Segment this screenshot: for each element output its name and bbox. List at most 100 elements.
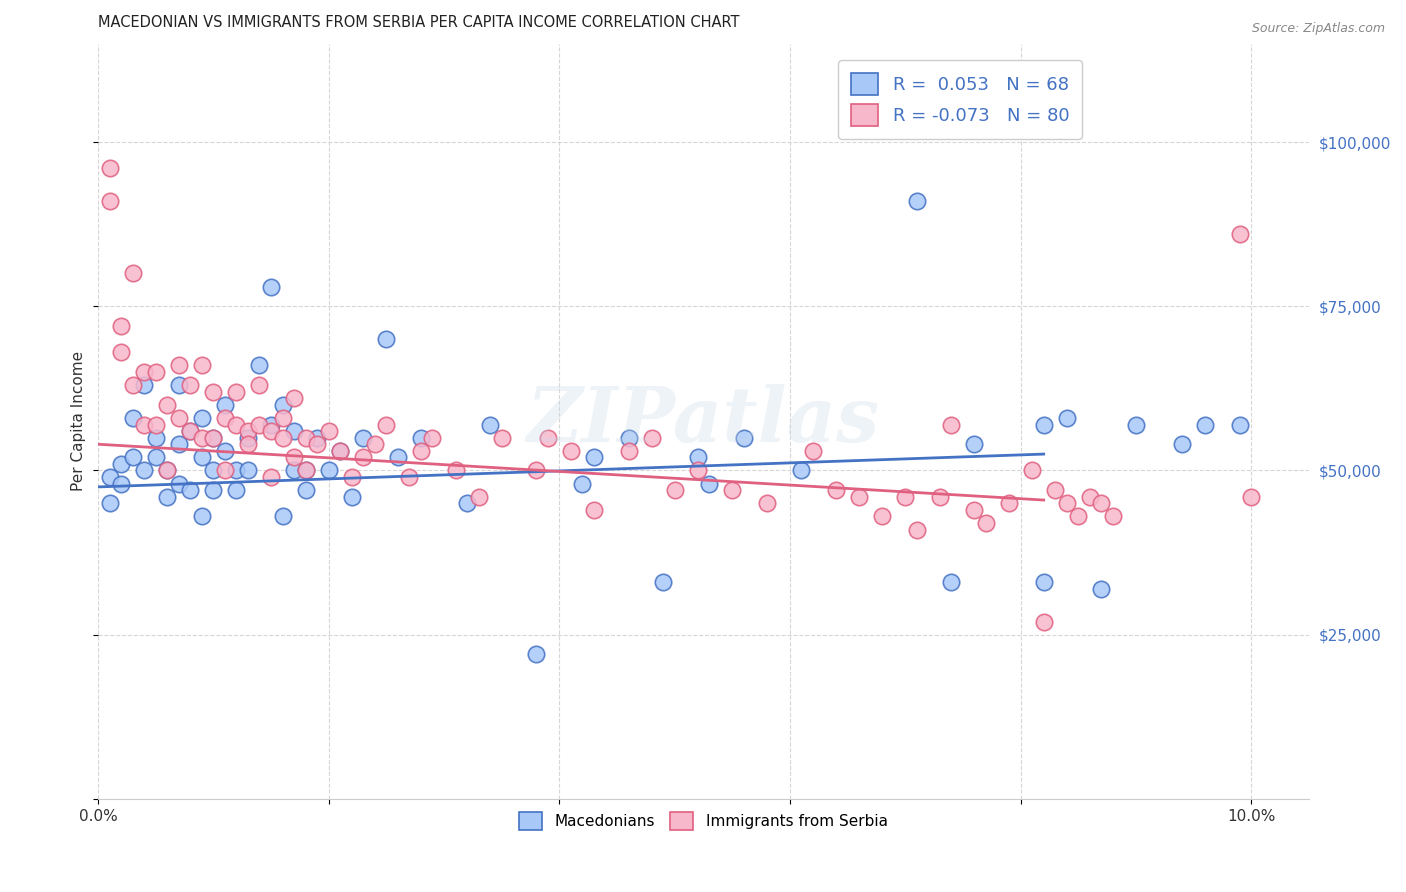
Point bbox=[236, 437, 259, 451]
Point bbox=[697, 476, 720, 491]
Point bbox=[963, 503, 986, 517]
Point bbox=[145, 417, 167, 432]
Point bbox=[249, 359, 271, 373]
Point bbox=[1229, 227, 1251, 241]
Point bbox=[260, 279, 283, 293]
Point bbox=[236, 424, 259, 438]
Point bbox=[283, 463, 305, 477]
Point bbox=[733, 431, 755, 445]
Point bbox=[283, 424, 305, 438]
Point bbox=[225, 463, 247, 477]
Point bbox=[582, 450, 605, 465]
Point bbox=[870, 509, 893, 524]
Point bbox=[537, 431, 560, 445]
Point bbox=[329, 443, 352, 458]
Point bbox=[617, 443, 640, 458]
Point bbox=[652, 575, 675, 590]
Point bbox=[134, 463, 156, 477]
Point bbox=[121, 411, 143, 425]
Point bbox=[340, 470, 363, 484]
Point bbox=[560, 443, 582, 458]
Point bbox=[467, 490, 489, 504]
Point bbox=[191, 431, 214, 445]
Point bbox=[167, 437, 190, 451]
Point bbox=[928, 490, 950, 504]
Point bbox=[225, 483, 247, 498]
Point bbox=[1032, 417, 1054, 432]
Point bbox=[202, 483, 225, 498]
Point bbox=[121, 267, 143, 281]
Point bbox=[110, 476, 132, 491]
Point bbox=[214, 398, 236, 412]
Point bbox=[145, 450, 167, 465]
Point bbox=[848, 490, 870, 504]
Point bbox=[271, 509, 294, 524]
Point bbox=[191, 450, 214, 465]
Point bbox=[686, 450, 709, 465]
Point bbox=[340, 490, 363, 504]
Point bbox=[318, 424, 340, 438]
Point bbox=[398, 470, 420, 484]
Point bbox=[191, 509, 214, 524]
Point bbox=[1240, 490, 1263, 504]
Point bbox=[375, 332, 398, 346]
Point bbox=[456, 496, 478, 510]
Point bbox=[271, 431, 294, 445]
Point bbox=[894, 490, 917, 504]
Point bbox=[134, 365, 156, 379]
Point bbox=[1125, 417, 1147, 432]
Point bbox=[167, 411, 190, 425]
Point bbox=[283, 391, 305, 405]
Point bbox=[271, 398, 294, 412]
Point bbox=[1194, 417, 1216, 432]
Point bbox=[191, 411, 214, 425]
Point bbox=[422, 431, 444, 445]
Point bbox=[364, 437, 387, 451]
Point bbox=[191, 359, 214, 373]
Point bbox=[260, 470, 283, 484]
Point bbox=[260, 417, 283, 432]
Point bbox=[236, 463, 259, 477]
Point bbox=[260, 424, 283, 438]
Point bbox=[294, 463, 316, 477]
Point bbox=[640, 431, 662, 445]
Point bbox=[941, 417, 963, 432]
Text: Source: ZipAtlas.com: Source: ZipAtlas.com bbox=[1251, 22, 1385, 36]
Point bbox=[1032, 615, 1054, 629]
Point bbox=[214, 463, 236, 477]
Point bbox=[998, 496, 1021, 510]
Point bbox=[664, 483, 686, 498]
Point bbox=[1021, 463, 1043, 477]
Point bbox=[1090, 496, 1112, 510]
Point bbox=[524, 463, 547, 477]
Point bbox=[825, 483, 848, 498]
Point bbox=[801, 443, 824, 458]
Point bbox=[202, 384, 225, 399]
Point bbox=[283, 450, 305, 465]
Point bbox=[294, 483, 316, 498]
Point bbox=[963, 437, 986, 451]
Point bbox=[110, 319, 132, 334]
Point bbox=[236, 431, 259, 445]
Point bbox=[294, 431, 316, 445]
Point bbox=[582, 503, 605, 517]
Point bbox=[179, 483, 201, 498]
Point bbox=[179, 378, 201, 392]
Point bbox=[352, 450, 374, 465]
Point bbox=[375, 417, 398, 432]
Point bbox=[1090, 582, 1112, 596]
Point bbox=[98, 161, 121, 176]
Point bbox=[225, 384, 247, 399]
Point bbox=[790, 463, 813, 477]
Point bbox=[145, 365, 167, 379]
Point bbox=[409, 443, 432, 458]
Point bbox=[479, 417, 502, 432]
Point bbox=[1056, 496, 1078, 510]
Point bbox=[156, 463, 179, 477]
Point bbox=[1056, 411, 1078, 425]
Point bbox=[294, 463, 316, 477]
Point bbox=[179, 424, 201, 438]
Point bbox=[905, 194, 928, 209]
Point bbox=[352, 431, 374, 445]
Point bbox=[167, 476, 190, 491]
